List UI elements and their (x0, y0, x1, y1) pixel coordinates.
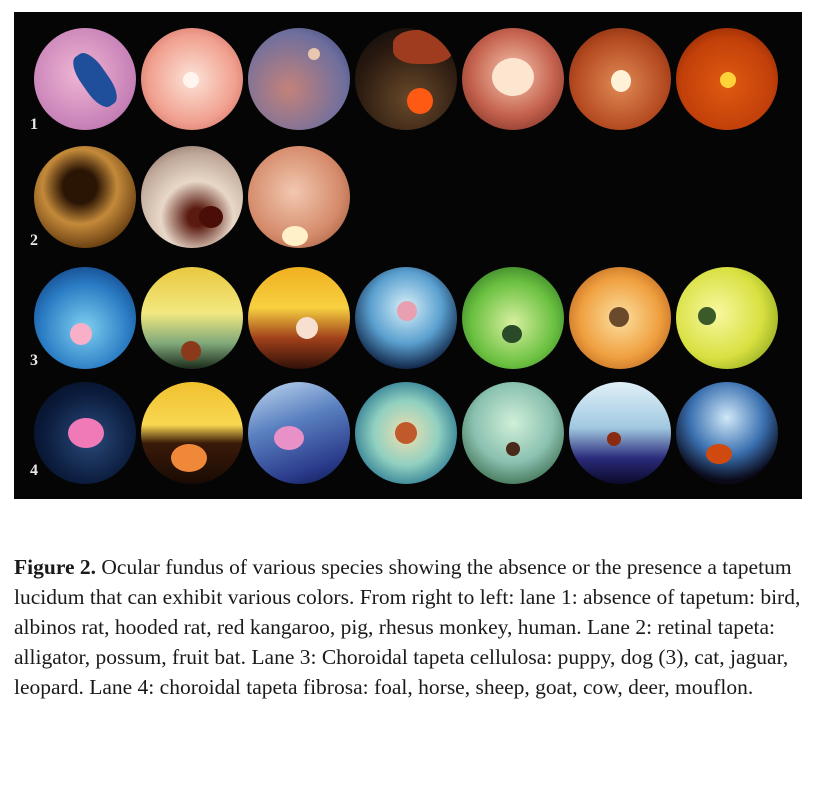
fundus-image-lane4-1 (34, 382, 136, 484)
fundus-image-lane1-7 (676, 28, 778, 130)
fundus-photo-panel: 1 2 3 4 (14, 12, 802, 499)
caption-text: Ocular fundus of various species showing… (14, 554, 801, 699)
fundus-image-lane2-1 (34, 146, 136, 248)
lane-number-3: 3 (30, 352, 38, 369)
fundus-image-lane3-3 (248, 267, 350, 369)
fundus-image-lane1-5 (462, 28, 564, 130)
figure-caption: Figure 2. Ocular fundus of various speci… (14, 552, 804, 702)
fundus-image-lane4-3 (248, 382, 350, 484)
fundus-image-lane4-6 (569, 382, 671, 484)
fundus-image-lane2-2 (141, 146, 243, 248)
fundus-image-lane4-2 (141, 382, 243, 484)
figure-label: Figure 2. (14, 554, 97, 579)
fundus-image-lane1-2 (141, 28, 243, 130)
lane-number-2: 2 (30, 232, 38, 249)
fundus-image-lane4-4 (355, 382, 457, 484)
fundus-image-lane4-7 (676, 382, 778, 484)
fundus-image-lane3-1 (34, 267, 136, 369)
fundus-image-lane3-4 (355, 267, 457, 369)
fundus-image-lane3-7 (676, 267, 778, 369)
fundus-image-lane1-4 (355, 28, 457, 130)
fundus-image-lane1-1 (34, 28, 136, 130)
fundus-image-lane1-6 (569, 28, 671, 130)
lane-number-1: 1 (30, 116, 38, 133)
fundus-image-lane1-3 (248, 28, 350, 130)
fundus-image-lane3-6 (569, 267, 671, 369)
lane-number-4: 4 (30, 462, 38, 479)
fundus-image-lane3-5 (462, 267, 564, 369)
fundus-image-lane4-5 (462, 382, 564, 484)
fundus-image-lane2-3 (248, 146, 350, 248)
fundus-image-lane3-2 (141, 267, 243, 369)
